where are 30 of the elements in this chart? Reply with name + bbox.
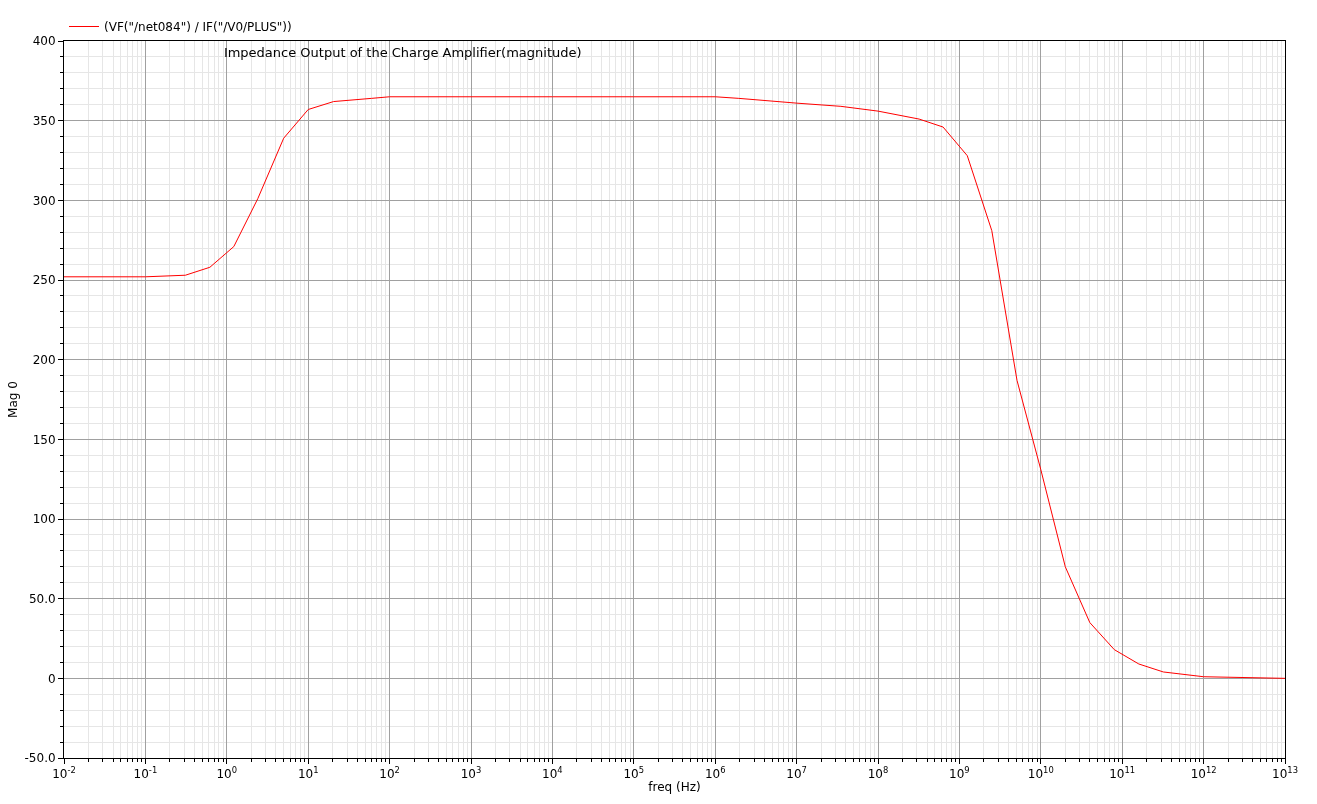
y-tick-label: 350 bbox=[32, 113, 56, 128]
x-tick-label: 10$^{-1}$ bbox=[133, 765, 158, 782]
x-tick-label: 10$^{10}$ bbox=[1027, 765, 1054, 782]
legend-label: (VF("/net084") / IF("/V0/PLUS")) bbox=[104, 20, 292, 35]
x-tick-label: 10$^{1}$ bbox=[297, 765, 319, 782]
x-axis-title: freq (Hz) bbox=[648, 780, 701, 795]
x-tick-label: 10$^{2}$ bbox=[379, 765, 400, 782]
y-tick-label: 100 bbox=[32, 512, 56, 527]
x-tick-label: 10$^{12}$ bbox=[1190, 765, 1217, 782]
x-tick-label: 10$^{8}$ bbox=[867, 765, 889, 782]
y-tick-label: 400 bbox=[32, 34, 56, 49]
x-tick-label: 10$^{6}$ bbox=[704, 765, 726, 782]
x-tick-label: 10$^{-2}$ bbox=[52, 765, 76, 782]
x-tick-label: 10$^{13}$ bbox=[1272, 765, 1298, 782]
y-tick-label: 50.0 bbox=[28, 591, 56, 606]
x-tick-label: 10$^{11}$ bbox=[1109, 765, 1136, 782]
chart-title: Impedance Output of the Charge Amplifier(magnitude) bbox=[223, 44, 582, 60]
y-tick-label: 150 bbox=[32, 432, 56, 447]
y-tick-label: 200 bbox=[32, 352, 56, 367]
y-tick-label: 250 bbox=[32, 273, 56, 288]
y-tick-label: -50.0 bbox=[24, 751, 56, 766]
x-tick-label: 10$^{9}$ bbox=[949, 765, 970, 782]
x-tick-label: 10$^{7}$ bbox=[786, 765, 807, 782]
x-tick-label: 10$^{5}$ bbox=[623, 765, 645, 782]
y-tick-label: 0 bbox=[47, 671, 56, 686]
x-tick-label: 10$^{0}$ bbox=[216, 765, 238, 782]
x-tick-label: 10$^{3}$ bbox=[460, 765, 482, 782]
y-tick-label: 300 bbox=[32, 193, 56, 208]
x-tick-label: 10$^{4}$ bbox=[542, 765, 563, 782]
y-axis-title: Mag 0 bbox=[5, 381, 20, 418]
